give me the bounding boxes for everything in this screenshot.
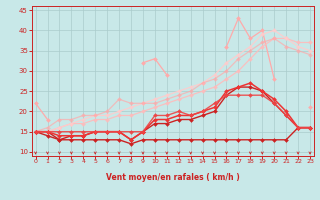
X-axis label: Vent moyen/en rafales ( km/h ): Vent moyen/en rafales ( km/h ) <box>106 173 240 182</box>
